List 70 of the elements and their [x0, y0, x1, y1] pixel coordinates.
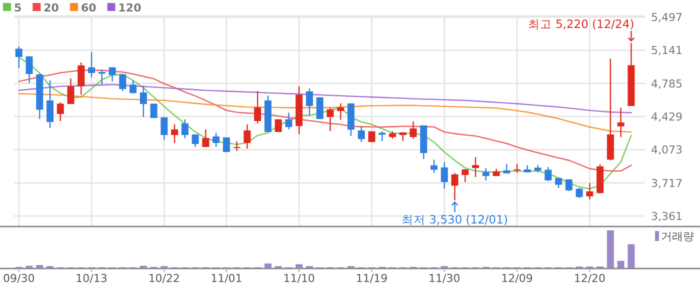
candlestick	[274, 118, 282, 133]
bar	[264, 263, 272, 268]
candlestick	[233, 140, 240, 152]
candlestick	[212, 132, 220, 148]
x-tick-label: 12/20	[574, 272, 606, 285]
annotation: 최고 5,220 (12/24)	[528, 16, 634, 31]
candlestick	[88, 51, 96, 78]
candlestick	[244, 124, 251, 150]
x-tick-label: 10/13	[76, 272, 108, 285]
candlestick	[617, 107, 624, 138]
y-tick-label: 3,717	[651, 176, 682, 190]
legend-label: 60	[80, 2, 97, 14]
candlestick	[108, 66, 116, 82]
bar	[606, 230, 614, 268]
y-tick-label: 4,073	[651, 144, 682, 157]
y-tick-label: 4,429	[651, 110, 682, 124]
legend-label: 거래량	[661, 230, 694, 243]
y-tick-label: 3,361	[651, 210, 682, 224]
candlestick	[503, 163, 510, 174]
candlestick	[15, 46, 22, 69]
bar	[628, 244, 635, 268]
candlestick	[430, 159, 438, 174]
y-tick-label: 4,785	[651, 77, 682, 90]
candlestick	[181, 118, 188, 139]
x-tick-label: 11/01	[210, 272, 242, 285]
candlestick	[56, 102, 64, 122]
candlestick	[130, 80, 137, 94]
candlestick	[440, 162, 448, 190]
x-tick-label: 11/10	[283, 272, 315, 285]
candlestick	[46, 80, 54, 129]
candlestick	[378, 130, 386, 142]
x-tick-label: 10/22	[148, 272, 180, 285]
candlestick	[586, 182, 594, 200]
bar	[617, 260, 624, 268]
x-tick-label: 11/30	[428, 272, 460, 285]
y-tick-label: 5,497	[651, 11, 682, 24]
candlestick	[140, 85, 147, 118]
candlestick	[544, 166, 552, 182]
candlestick	[555, 177, 562, 189]
candlestick	[150, 103, 158, 119]
legend-label: 120	[118, 2, 142, 14]
bar	[36, 264, 44, 268]
candlestick	[78, 62, 85, 96]
candlestick	[67, 78, 74, 105]
candlestick	[576, 187, 583, 199]
candlestick	[462, 168, 469, 183]
annotation: 최저 3,530 (12/01)	[402, 212, 508, 226]
candlestick	[358, 126, 365, 143]
candlestick	[472, 156, 480, 178]
candlestick	[160, 116, 168, 140]
candlestick	[254, 90, 262, 124]
candlestick	[171, 124, 178, 144]
legend-label: 20	[44, 2, 60, 14]
candlestick	[482, 167, 490, 181]
legend-label: 5	[14, 2, 22, 14]
candlestick	[26, 56, 33, 84]
candlestick	[119, 74, 126, 92]
candlestick	[451, 172, 458, 201]
candlestick	[192, 134, 199, 148]
candlestick	[285, 112, 292, 130]
y-tick-label: 5,141	[651, 44, 682, 58]
x-tick-label: 12/09	[501, 272, 533, 285]
candlestick	[202, 128, 210, 148]
bar	[296, 264, 303, 268]
candlestick	[306, 88, 313, 116]
x-tick-label: 09/30	[3, 272, 35, 285]
candlestick	[337, 102, 344, 120]
candlestick	[410, 120, 417, 140]
x-tick-label: 11/19	[356, 272, 388, 285]
candlestick	[326, 107, 334, 132]
